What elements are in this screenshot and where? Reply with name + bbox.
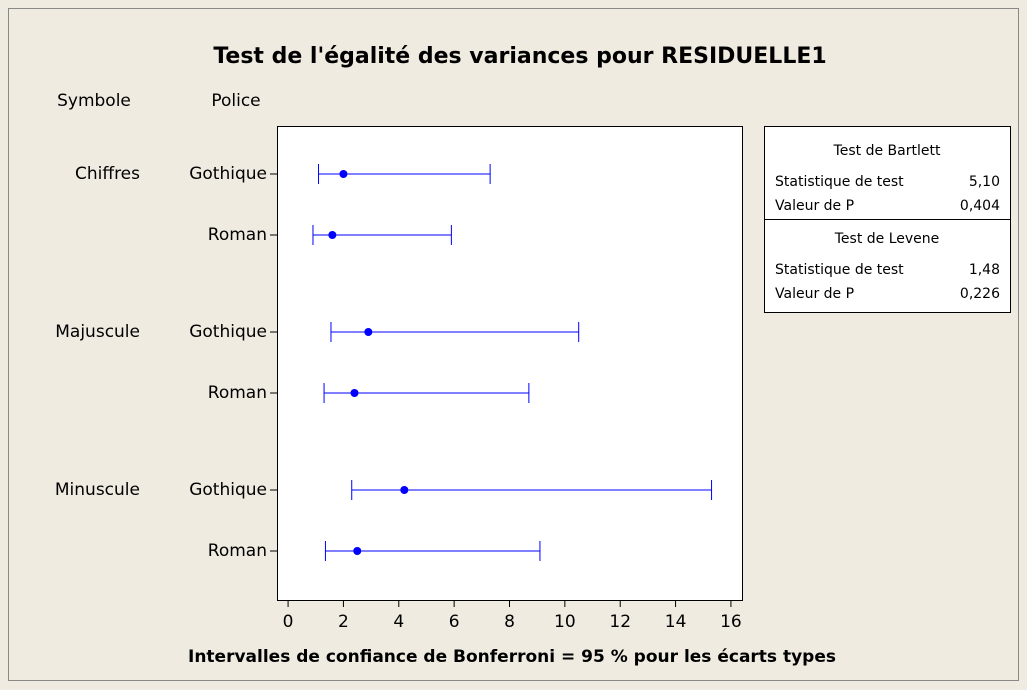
category-label: Gothique [189,164,267,184]
test-row-label: Statistique de test [775,174,904,190]
test-row-value: 5,10 [969,174,1000,190]
test-row-label: Statistique de test [775,262,904,278]
test-row-value: 0,226 [960,286,1000,302]
x-tick-label: 4 [393,612,404,632]
frame [8,8,1019,681]
category-label: Gothique [189,322,267,342]
x-axis-label: Intervalles de confiance de Bonferroni =… [188,647,836,667]
category-label: Roman [208,541,267,561]
x-tick-label: 8 [504,612,515,632]
estimate-dot [353,547,362,555]
x-tick-label: 0 [283,612,294,632]
category-label: Gothique [189,480,267,500]
test-row-label: Valeur de P [775,286,854,302]
estimate-dot [350,389,359,397]
x-tick-label: 14 [665,612,687,632]
x-tick-label: 10 [554,612,576,632]
plot-area [277,126,743,601]
test-title: Test de Levene [834,231,940,247]
test-row-label: Valeur de P [775,198,854,214]
estimate-dot [400,486,409,494]
test-row-value: 1,48 [969,262,1000,278]
estimate-dot [364,328,373,336]
group-header: Symbole [57,91,131,111]
test-title: Test de Bartlett [833,143,941,159]
x-tick-label: 16 [720,612,742,632]
chart-title: Test de l'égalité des variances pour RES… [213,44,826,69]
test-row-value: 0,404 [960,198,1000,214]
group-label: Minuscule [55,480,140,500]
category-header: Police [211,91,260,111]
category-label: Roman [208,383,267,403]
estimate-dot [339,170,348,178]
x-tick-label: 2 [338,612,349,632]
group-label: Majuscule [55,322,140,342]
x-tick-label: 6 [449,612,460,632]
group-label: Chiffres [75,164,140,184]
category-label: Roman [208,225,267,245]
x-tick-label: 12 [609,612,631,632]
estimate-dot [328,231,337,239]
